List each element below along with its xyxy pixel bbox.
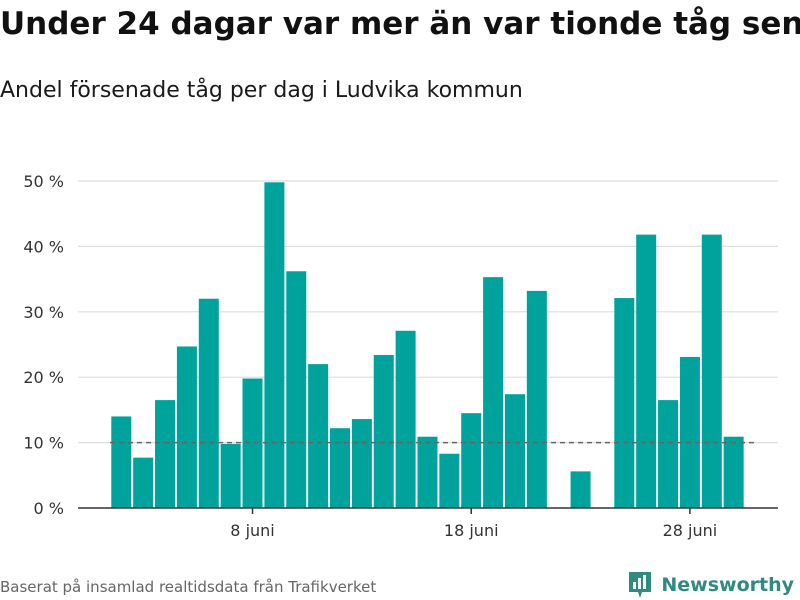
bar — [220, 443, 241, 508]
bar — [330, 428, 350, 508]
brand-name: Newsworthy — [661, 574, 794, 596]
bar — [439, 453, 460, 508]
bar — [570, 471, 591, 508]
bar — [417, 436, 438, 508]
y-tick-label: 0 % — [34, 499, 64, 518]
y-tick-label: 20 % — [23, 368, 64, 387]
bar — [636, 234, 657, 509]
bar — [373, 354, 394, 508]
bar — [395, 330, 416, 508]
bar — [461, 413, 482, 508]
bar — [679, 356, 700, 508]
y-tick-label: 10 % — [23, 434, 64, 453]
bar — [111, 416, 132, 508]
brand-logo[interactable]: Newsworthy — [627, 570, 794, 600]
bar — [242, 378, 263, 508]
bar — [614, 298, 635, 508]
bar — [155, 400, 176, 508]
bar — [198, 298, 219, 508]
bar — [176, 346, 197, 508]
x-tick-label: 18 juni — [444, 521, 499, 540]
bar — [308, 364, 329, 508]
y-tick-label: 50 % — [23, 172, 64, 191]
bar — [351, 419, 372, 508]
bar — [504, 394, 525, 508]
y-tick-label: 30 % — [23, 303, 64, 322]
source-note: Baserat på insamlad realtidsdata från Tr… — [0, 578, 377, 596]
y-tick-label: 40 % — [23, 237, 64, 256]
newsworthy-chart-icon — [629, 572, 652, 598]
chart-title: Under 24 dagar var mer än var tionde tåg… — [0, 6, 800, 42]
bar — [483, 277, 504, 508]
bar — [526, 290, 547, 508]
bar — [133, 457, 154, 508]
x-tick-label: 28 juni — [663, 521, 718, 540]
bar — [701, 234, 722, 509]
x-tick-label: 8 juni — [230, 521, 274, 540]
bar — [723, 436, 744, 508]
chart-subtitle: Andel försenade tåg per dag i Ludvika ko… — [0, 78, 523, 103]
bar — [264, 182, 285, 509]
bar — [658, 400, 679, 508]
bar — [286, 271, 307, 508]
